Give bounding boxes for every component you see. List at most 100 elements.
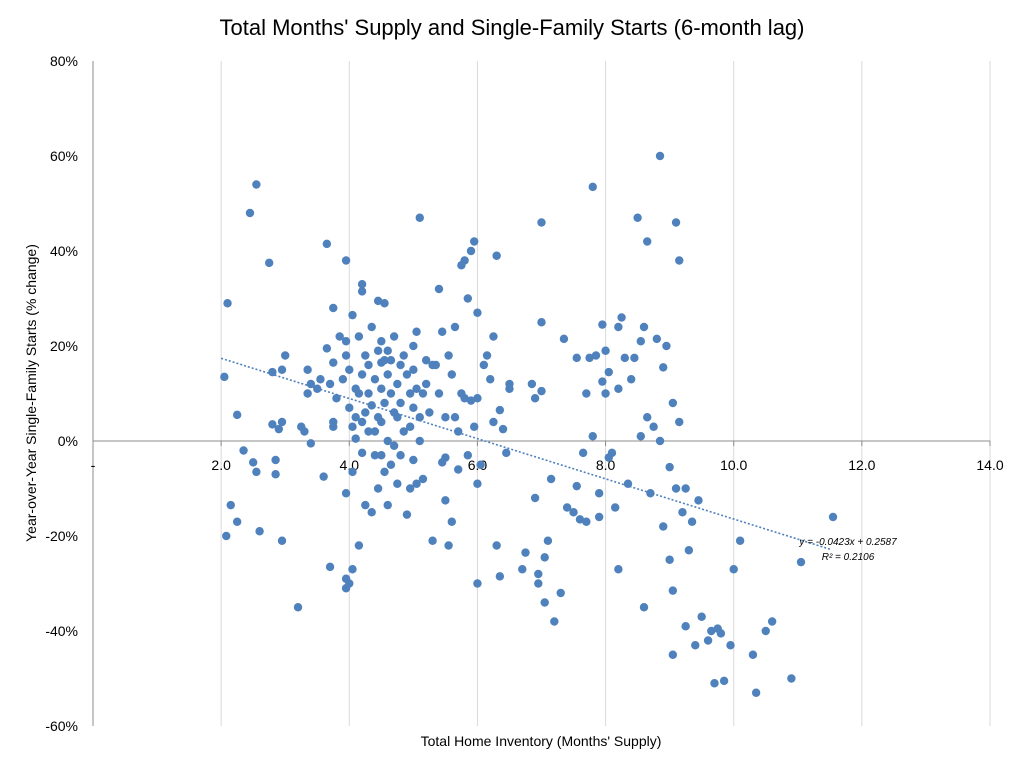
data-point xyxy=(444,541,453,550)
data-point xyxy=(329,417,338,427)
data-point xyxy=(655,151,665,161)
data-point xyxy=(735,536,745,545)
data-point xyxy=(659,363,668,372)
data-point xyxy=(306,379,316,389)
data-point xyxy=(348,467,357,477)
data-point xyxy=(572,353,581,363)
y-tick-labels: 80% 60% 40% 20% 0% -20% -40% -60% xyxy=(45,53,78,734)
data-point xyxy=(377,384,386,393)
data-point xyxy=(316,375,325,384)
data-point xyxy=(614,565,623,574)
data-point xyxy=(444,351,453,360)
data-point xyxy=(473,479,482,488)
data-point xyxy=(668,650,678,659)
data-point xyxy=(668,586,678,595)
data-point xyxy=(671,218,681,227)
data-point xyxy=(489,417,498,427)
data-point xyxy=(601,346,610,355)
data-point xyxy=(466,246,476,256)
data-point xyxy=(396,398,405,408)
x-axis-title: Total Home Inventory (Months' Supply) xyxy=(421,733,662,749)
data-point xyxy=(534,569,543,579)
data-point xyxy=(627,375,636,384)
data-point xyxy=(498,424,508,434)
data-point xyxy=(357,448,367,458)
data-point xyxy=(530,394,540,403)
data-point xyxy=(322,239,332,249)
data-point xyxy=(540,553,549,562)
data-point xyxy=(303,365,312,374)
data-point xyxy=(383,370,392,379)
data-point xyxy=(293,603,303,612)
data-point xyxy=(322,344,332,353)
data-point xyxy=(386,389,396,398)
data-point xyxy=(630,353,639,363)
data-point xyxy=(748,650,758,659)
data-point xyxy=(409,341,418,351)
data-point xyxy=(370,375,380,384)
data-point xyxy=(402,510,412,519)
data-point xyxy=(540,598,549,607)
data-point xyxy=(357,280,367,289)
data-point xyxy=(675,417,684,427)
data-point xyxy=(729,565,738,574)
data-point xyxy=(425,408,434,417)
chart-title: Total Months' Supply and Single-Family S… xyxy=(219,15,804,40)
data-point xyxy=(518,565,527,574)
data-point xyxy=(495,405,505,415)
data-point xyxy=(594,489,604,498)
data-point xyxy=(421,356,431,365)
data-point xyxy=(386,356,396,365)
data-point xyxy=(694,496,703,505)
data-point xyxy=(662,341,671,351)
data-point xyxy=(617,313,626,322)
data-point xyxy=(348,422,357,431)
data-point xyxy=(405,422,415,431)
data-point xyxy=(380,356,389,365)
data-point xyxy=(447,517,456,526)
data-point xyxy=(367,508,376,517)
data-point xyxy=(377,417,386,427)
y-tick-label: 20% xyxy=(50,338,78,354)
data-point xyxy=(643,237,652,246)
data-point xyxy=(393,413,402,422)
data-point xyxy=(300,427,309,436)
trendline-group: y = -0.0423x + 0.2587 R² = 0.2106 xyxy=(220,357,897,563)
data-point xyxy=(402,370,412,379)
data-point xyxy=(341,337,351,346)
data-point xyxy=(361,500,370,510)
data-point xyxy=(655,436,665,446)
data-point xyxy=(556,588,565,598)
data-point xyxy=(361,351,370,360)
data-point xyxy=(450,322,460,332)
data-point xyxy=(562,503,572,512)
data-point xyxy=(534,579,543,588)
data-point xyxy=(473,394,482,403)
data-point xyxy=(767,617,777,626)
data-point xyxy=(572,481,581,491)
data-point xyxy=(454,465,463,474)
data-point xyxy=(607,448,617,458)
data-point xyxy=(380,299,389,308)
x-tick-label: 14.0 xyxy=(976,457,1003,473)
data-point xyxy=(470,237,479,246)
data-point xyxy=(351,413,360,422)
data-point xyxy=(828,512,838,522)
data-point xyxy=(437,327,447,336)
data-point xyxy=(281,351,290,360)
data-points xyxy=(220,151,838,697)
data-point xyxy=(502,448,511,458)
axes xyxy=(92,61,991,726)
x-tick-labels: -2.04.06.08.010.012.014.0 xyxy=(91,457,1004,473)
data-point xyxy=(345,579,354,588)
data-point xyxy=(412,384,421,393)
data-point xyxy=(678,508,687,517)
data-point xyxy=(405,484,415,493)
data-point xyxy=(341,256,351,265)
data-point xyxy=(354,541,364,550)
data-point xyxy=(415,436,424,446)
data-point xyxy=(386,460,396,469)
y-tick-label: 0% xyxy=(58,433,78,449)
data-point xyxy=(341,489,351,498)
trendline-r-squared: R² = 0.2106 xyxy=(822,552,875,563)
